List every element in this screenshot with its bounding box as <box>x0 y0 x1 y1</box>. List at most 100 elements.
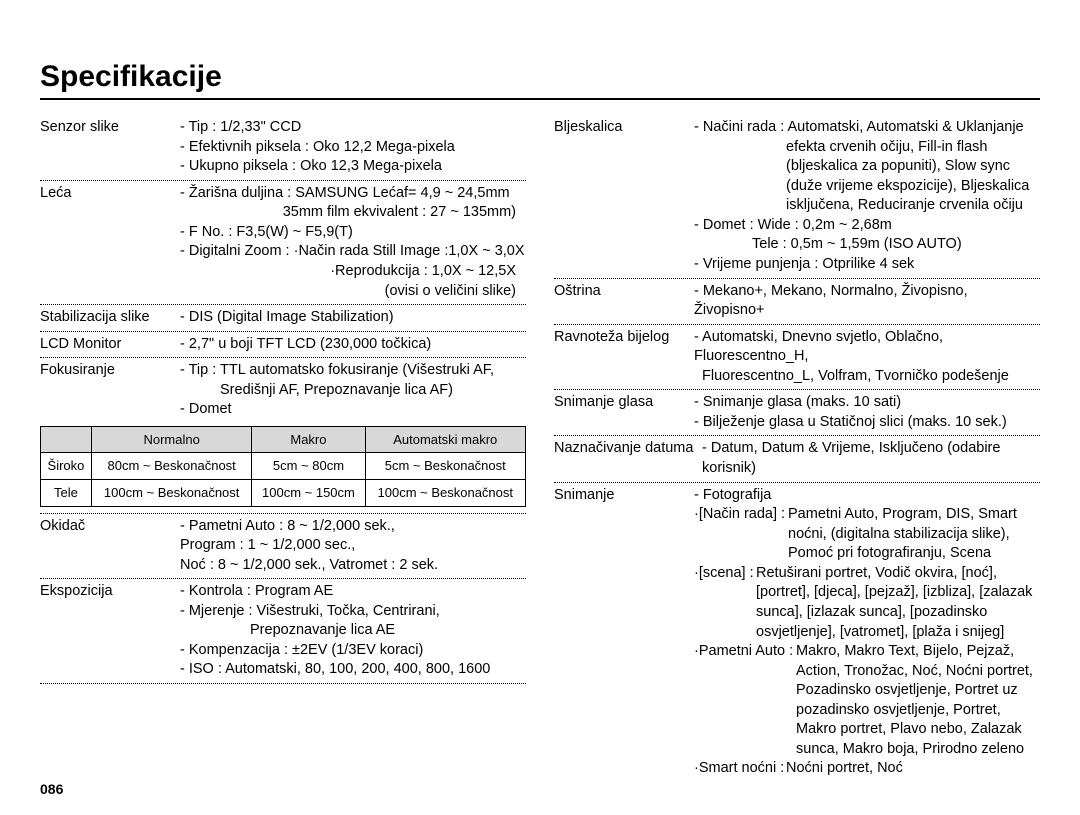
ravn-l1b: Fluorescentno_L, Volfram, Tvorničko pode… <box>694 367 1040 387</box>
label-okidac: Okidač <box>40 517 180 537</box>
mode-text: Retuširani portret, Vodič okvira, [noć],… <box>756 564 1040 642</box>
values-fokus: - Tip : TTL automatsko fokusiranje (Više… <box>180 361 526 420</box>
values-lcd: - 2,7" u boji TFT LCD (230,000 točkica) <box>180 335 526 355</box>
right-column: Bljeskalica - Načini rada : Automatski, … <box>554 118 1040 779</box>
spec-fokus: Fokusiranje - Tip : TTL automatsko fokus… <box>40 361 526 420</box>
okidac-l2: Program : 1 ~ 1/2,000 sec., <box>180 536 526 556</box>
senzor-l2: - Efektivnih piksela : Oko 12,2 Mega-pix… <box>180 138 526 158</box>
values-stab: - DIS (Digital Image Stabilization) <box>180 308 526 328</box>
mode-label: ·Pametni Auto : <box>694 642 796 759</box>
values-snimanje: - Fotografija ·[Način rada] : Pametni Au… <box>694 486 1040 779</box>
label-fokus: Fokusiranje <box>40 361 180 381</box>
mode-label: ·[scena] : <box>694 564 756 642</box>
snim-l2: - Bilježenje glasa u Statičnoj slici (ma… <box>694 413 1040 433</box>
th-makro: Makro <box>252 426 365 453</box>
mode-text: Noćni portret, Noć <box>786 759 903 779</box>
spec-lcd: LCD Monitor - 2,7" u boji TFT LCD (230,0… <box>40 335 526 355</box>
eksp-l2b: Prepoznavanje lica AE <box>180 621 526 641</box>
senzor-l3: - Ukupno piksela : Oko 12,3 Mega-pixela <box>180 157 526 177</box>
separator <box>40 357 526 358</box>
values-ravn: - Automatski, Dnevno svjetlo, Oblačno, F… <box>694 328 1040 387</box>
columns: Senzor slike - Tip : 1/2,33" CCD - Efekt… <box>40 118 1040 779</box>
cell: 5cm ~ Beskonačnost <box>365 453 526 480</box>
mode-pametni: ·Pametni Auto : Makro, Makro Text, Bijel… <box>694 642 1040 759</box>
mode-label: ·Smart noćni : <box>694 759 786 779</box>
values-ostr: - Mekano+, Mekano, Normalno, Živopisno, … <box>694 282 1040 321</box>
blj-l1c: (bljeskalica za popuniti), Slow sync <box>694 157 1040 177</box>
label-datum: Naznačivanje datuma <box>554 439 702 459</box>
spec-datum: Naznačivanje datuma - Datum, Datum & Vri… <box>554 439 1040 478</box>
blj-l1d: (duže vrijeme ekspozicije), Bljeskalica <box>694 177 1040 197</box>
senzor-l1: - Tip : 1/2,33" CCD <box>180 118 526 138</box>
blj-l2: - Domet : Wide : 0,2m ~ 2,68m <box>694 216 1040 236</box>
separator <box>40 331 526 332</box>
separator <box>40 513 526 514</box>
separator <box>554 435 1040 436</box>
separator <box>554 278 1040 279</box>
okidac-l1: - Pametni Auto : 8 ~ 1/2,000 sek., <box>180 517 526 537</box>
spec-ostr: Oštrina - Mekano+, Mekano, Normalno, Živ… <box>554 282 1040 321</box>
cell: 100cm ~ 150cm <box>252 479 365 506</box>
left-column: Senzor slike - Tip : 1/2,33" CCD - Efekt… <box>40 118 526 779</box>
blj-l2b: Tele : 0,5m ~ 1,59m (ISO AUTO) <box>694 235 1040 255</box>
blj-l3: - Vrijeme punjenja : Otprilike 4 sek <box>694 255 1040 275</box>
values-datum: - Datum, Datum & Vrijeme, Isključeno (od… <box>702 439 1040 478</box>
spec-leca: Leća - Žarišna duljina : SAMSUNG Lećaf= … <box>40 184 526 301</box>
table-row: Tele 100cm ~ Beskonačnost 100cm ~ 150cm … <box>41 479 526 506</box>
label-snim: Snimanje glasa <box>554 393 694 413</box>
label-senzor: Senzor slike <box>40 118 180 138</box>
eksp-l3: - Kompenzacija : ±2EV (1/3EV koraci) <box>180 641 526 661</box>
leca-l3c: (ovisi o veličini slike) <box>180 282 526 302</box>
leca-l3b: ·Reprodukcija : 1,0X ~ 12,5X <box>180 262 526 282</box>
mode-nacin: ·[Način rada] : Pametni Auto, Program, D… <box>694 505 1040 564</box>
spec-ravn: Ravnoteža bijelog - Automatski, Dnevno s… <box>554 328 1040 387</box>
cell: 80cm ~ Beskonačnost <box>91 453 251 480</box>
snim-l1: - Snimanje glasa (maks. 10 sati) <box>694 393 1040 413</box>
cell: 100cm ~ Beskonačnost <box>365 479 526 506</box>
blj-l1e: isključena, Reduciranje crvenila očiju <box>694 196 1040 216</box>
separator <box>554 482 1040 483</box>
page-title: Specifikacije <box>40 60 1040 100</box>
label-eksp: Ekspozicija <box>40 582 180 602</box>
label-lcd: LCD Monitor <box>40 335 180 355</box>
mode-text: Pametni Auto, Program, DIS, Smart noćni,… <box>788 505 1040 564</box>
blj-l1: - Načini rada : Automatski, Automatski &… <box>694 118 1040 138</box>
spec-blj: Bljeskalica - Načini rada : Automatski, … <box>554 118 1040 275</box>
table-row: Široko 80cm ~ Beskonačnost 5cm ~ 80cm 5c… <box>41 453 526 480</box>
label-leca: Leća <box>40 184 180 204</box>
spec-stab: Stabilizacija slike - DIS (Digital Image… <box>40 308 526 328</box>
mode-smart-nocni: ·Smart noćni : Noćni portret, Noć <box>694 759 1040 779</box>
eksp-l4: - ISO : Automatski, 80, 100, 200, 400, 8… <box>180 660 526 680</box>
leca-l3: - Digitalni Zoom : ·Način rada Still Ima… <box>180 242 526 262</box>
spec-eksp: Ekspozicija - Kontrola : Program AE - Mj… <box>40 582 526 680</box>
separator <box>40 578 526 579</box>
fokus-l2: - Domet <box>180 400 526 420</box>
th-normalno: Normalno <box>91 426 251 453</box>
row-tele: Tele <box>41 479 92 506</box>
label-blj: Bljeskalica <box>554 118 694 138</box>
ostr-l1: - Mekano+, Mekano, Normalno, Živopisno, … <box>694 282 1040 321</box>
blj-l1b: efekta crvenih očiju, Fill-in flash <box>694 138 1040 158</box>
separator <box>40 683 526 684</box>
mode-text: Makro, Makro Text, Bijelo, Pejzaž, Actio… <box>796 642 1040 759</box>
cell: 5cm ~ 80cm <box>252 453 365 480</box>
stab-l1: - DIS (Digital Image Stabilization) <box>180 308 526 328</box>
label-snimanje: Snimanje <box>554 486 694 506</box>
spec-okidac: Okidač - Pametni Auto : 8 ~ 1/2,000 sek.… <box>40 517 526 576</box>
focus-range-table: Normalno Makro Automatski makro Široko 8… <box>40 426 526 507</box>
label-stab: Stabilizacija slike <box>40 308 180 328</box>
values-senzor: - Tip : 1/2,33" CCD - Efektivnih piksela… <box>180 118 526 177</box>
separator <box>40 304 526 305</box>
spec-senzor: Senzor slike - Tip : 1/2,33" CCD - Efekt… <box>40 118 526 177</box>
values-blj: - Načini rada : Automatski, Automatski &… <box>694 118 1040 275</box>
leca-l2: - F No. : F3,5(W) ~ F5,9(T) <box>180 223 526 243</box>
fokus-l1b: Središnji AF, Prepoznavanje lica AF) <box>180 381 526 401</box>
spec-snimanje: Snimanje - Fotografija ·[Način rada] : P… <box>554 486 1040 779</box>
values-eksp: - Kontrola : Program AE - Mjerenje : Viš… <box>180 582 526 680</box>
lcd-l1: - 2,7" u boji TFT LCD (230,000 točkica) <box>180 335 526 355</box>
snimanje-l1: - Fotografija <box>694 486 1040 506</box>
separator <box>554 324 1040 325</box>
spec-snim: Snimanje glasa - Snimanje glasa (maks. 1… <box>554 393 1040 432</box>
page-number: 086 <box>40 781 63 797</box>
eksp-l1: - Kontrola : Program AE <box>180 582 526 602</box>
